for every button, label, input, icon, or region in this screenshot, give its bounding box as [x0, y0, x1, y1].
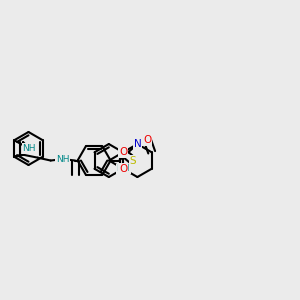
- Text: S: S: [130, 156, 136, 166]
- Text: NH: NH: [56, 154, 70, 164]
- Text: O: O: [119, 147, 127, 157]
- Text: NH: NH: [116, 164, 130, 173]
- Text: NH: NH: [22, 144, 36, 153]
- Text: O: O: [119, 164, 127, 174]
- Text: O: O: [143, 135, 152, 145]
- Text: N: N: [134, 139, 141, 149]
